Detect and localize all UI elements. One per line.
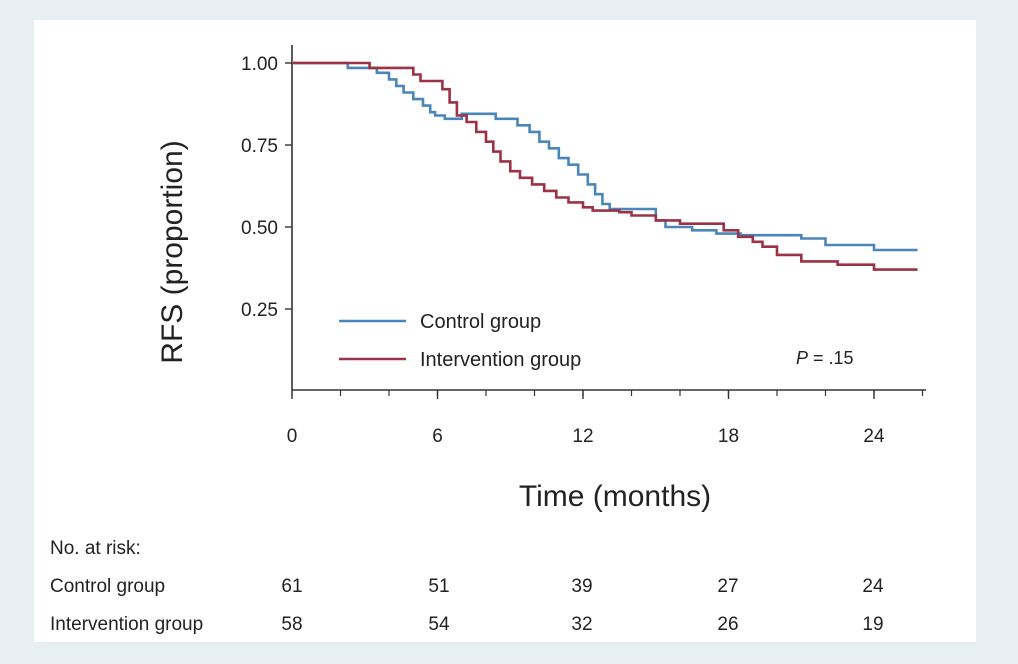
p-value-symbol: P bbox=[796, 348, 808, 368]
figure-panel: 0.25 0.50 0.75 1.00 0 6 12 18 24 Control group In… bbox=[34, 20, 976, 642]
series-line-control bbox=[292, 61, 918, 252]
risk-table-title: No. at risk: bbox=[50, 538, 141, 559]
legend-label-intervention: Intervention group bbox=[420, 349, 581, 371]
risk-value: 61 bbox=[281, 576, 303, 597]
x-tick-label: 6 bbox=[432, 426, 443, 447]
p-value-text: = .15 bbox=[808, 348, 854, 368]
risk-value: 32 bbox=[571, 614, 593, 635]
risk-row-label-control: Control group bbox=[50, 576, 166, 597]
axes: 0.25 0.50 0.75 1.00 0 6 12 18 24 bbox=[241, 45, 926, 447]
y-tick-label: 1.00 bbox=[241, 54, 278, 75]
risk-value: 27 bbox=[717, 576, 739, 597]
km-chart: 0.25 0.50 0.75 1.00 0 6 12 18 24 Control group In… bbox=[156, 45, 926, 513]
risk-value: 24 bbox=[862, 576, 884, 597]
risk-value: 54 bbox=[428, 614, 450, 635]
p-value-annotation: P = .15 bbox=[796, 348, 854, 368]
risk-value: 19 bbox=[862, 614, 884, 635]
y-tick-label: 0.75 bbox=[241, 136, 278, 157]
x-tick-label: 18 bbox=[718, 426, 739, 447]
x-axis-title: Time (months) bbox=[519, 480, 711, 513]
risk-value: 51 bbox=[428, 576, 450, 597]
x-tick-label: 0 bbox=[287, 426, 298, 447]
y-tick-label: 0.50 bbox=[241, 218, 278, 239]
series-line-intervention bbox=[292, 61, 918, 271]
y-axis-title: RFS (proportion) bbox=[156, 140, 189, 363]
series-layer bbox=[292, 61, 918, 271]
risk-value: 58 bbox=[281, 614, 303, 635]
legend-label-control: Control group bbox=[420, 311, 541, 333]
x-tick-label: 24 bbox=[863, 426, 885, 447]
legend: Control group Intervention group bbox=[339, 311, 581, 371]
x-tick-label: 12 bbox=[572, 426, 593, 447]
y-tick-label: 0.25 bbox=[241, 300, 278, 321]
risk-row-label-intervention: Intervention group bbox=[50, 614, 204, 635]
risk-value: 39 bbox=[571, 576, 593, 597]
risk-value: 26 bbox=[717, 614, 739, 635]
